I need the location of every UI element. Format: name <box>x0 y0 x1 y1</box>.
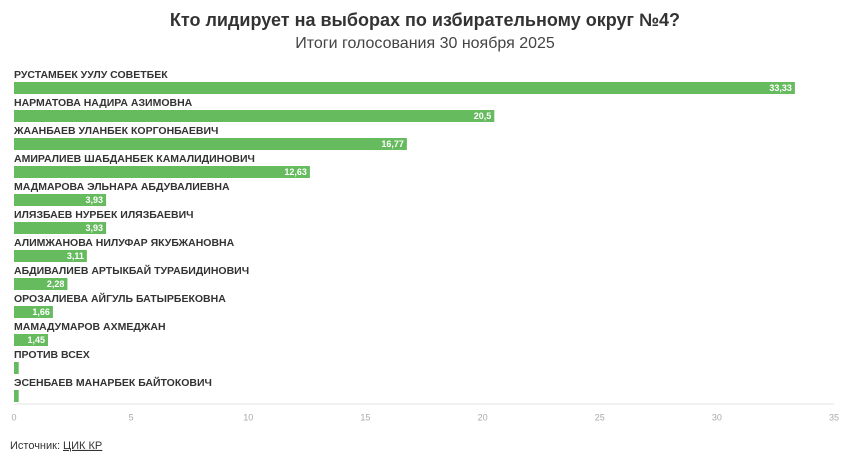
category-label: АЛИМЖАНОВА НИЛУФАР ЯКУБЖАНОВНА <box>14 237 235 249</box>
bar <box>14 110 495 122</box>
x-tick-label: 15 <box>360 412 370 422</box>
value-label: 3,11 <box>67 251 84 261</box>
bar <box>14 250 87 262</box>
category-label: ОРОЗАЛИЕВА АЙГУЛЬ БАТЫРБЕКОВНА <box>14 292 226 305</box>
bar <box>14 390 19 402</box>
category-label: НАРМАТОВА НАДИРА АЗИМОВНА <box>14 97 193 109</box>
x-tick-label: 35 <box>829 412 839 422</box>
category-label: РУСТАМБЕК УУЛУ СОВЕТБЕК <box>14 69 168 81</box>
value-label: 1,66 <box>32 307 50 317</box>
value-label: 16,77 <box>381 139 404 149</box>
bar <box>14 222 107 234</box>
bar <box>14 362 19 374</box>
category-label: ЖААНБАЕВ УЛАНБЕК КОРГОНБАЕВИЧ <box>13 125 218 137</box>
category-label: АМИРАЛИЕВ ШАБДАНБЕК КАМАЛИДИНОВИЧ <box>14 153 255 165</box>
bar <box>14 278 68 290</box>
x-tick-label: 25 <box>595 412 605 422</box>
category-label: ИЛЯЗБАЕВ НУРБЕК ИЛЯЗБАЕВИЧ <box>14 209 194 221</box>
value-label: 20,5 <box>474 111 492 121</box>
x-tick-label: 10 <box>243 412 253 422</box>
category-label: ПРОТИВ ВСЕХ <box>14 349 90 361</box>
bar <box>14 194 107 206</box>
value-label: 1,45 <box>27 335 45 345</box>
value-label: 33,33 <box>769 83 792 93</box>
x-tick-label: 5 <box>129 412 134 422</box>
category-label: МАДМАРОВА ЭЛЬНАРА АБДУВАЛИЕВНА <box>14 181 230 193</box>
chart-title: Кто лидирует на выборах по избирательном… <box>170 10 680 30</box>
category-label: ЭСЕНБАЕВ МАНАРБЕК БАЙТОКОВИЧ <box>14 376 212 389</box>
value-label: 12,63 <box>284 167 307 177</box>
value-label: 3,93 <box>86 223 104 233</box>
value-label: 3,93 <box>86 195 104 205</box>
bar <box>14 166 310 178</box>
bar <box>14 138 407 150</box>
source-label: Источник: <box>10 440 60 452</box>
category-label: МАМАДУМАРОВ АХМЕДЖАН <box>14 321 166 333</box>
source-link[interactable]: ЦИК КР <box>63 440 102 452</box>
x-tick-label: 30 <box>712 412 722 422</box>
category-label: АБДИВАЛИЕВ АРТЫКБАЙ ТУРАБИДИНОВИЧ <box>14 264 249 277</box>
chart-subtitle: Итоги голосования 30 ноября 2025 <box>295 35 555 52</box>
bar <box>14 82 795 94</box>
x-tick-label: 0 <box>11 412 16 422</box>
bar <box>14 306 53 318</box>
value-label: 2,28 <box>47 279 65 289</box>
x-tick-label: 20 <box>478 412 488 422</box>
bar <box>14 334 48 346</box>
